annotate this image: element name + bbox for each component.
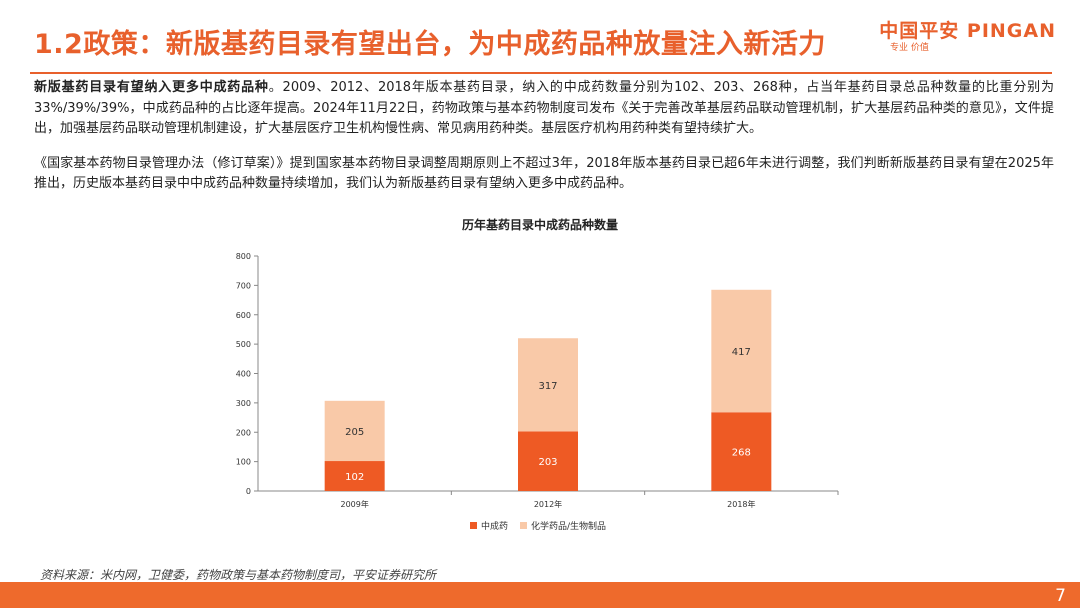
source-note: 资料来源：米内网，卫健委，药物政策与基本药物制度司，平安证券研究所 [40, 568, 437, 582]
bar-segment [711, 412, 772, 491]
y-tick-label: 100 [236, 458, 251, 467]
data-label: 268 [732, 448, 751, 459]
paragraph-1: 新版基药目录有望纳入更多中成药品种。2009、2012、2018年版本基药目录，… [34, 78, 1054, 140]
logo-text: 中国平安 PINGAN [879, 20, 1056, 42]
y-tick-label: 300 [236, 399, 251, 408]
data-label: 417 [732, 347, 751, 358]
legend-label: 中成药 [481, 520, 508, 532]
page-title: 1.2政策：新版基药目录有望出台，为中成药品种放量注入新活力 [34, 29, 826, 60]
bar-segment [518, 338, 578, 432]
data-label: 203 [538, 457, 557, 468]
paragraph-1-lead: 新版基药目录有望纳入更多中成药品种 [34, 80, 269, 95]
footer-bar: 7 [0, 582, 1080, 608]
pingan-logo: 中国平安 PINGAN 专业 价值 [876, 16, 1056, 56]
paragraph-2: 《国家基本药物目录管理办法（修订草案）》提到国家基本药物目录调整周期原则上不超过… [34, 155, 1054, 192]
title-divider [30, 72, 1052, 74]
paragraph-1-body: 。2009、2012、2018年版本基药目录，纳入的中成药数量分别为102、20… [34, 80, 1054, 136]
bar-segment [324, 461, 385, 491]
y-tick-label: 400 [236, 370, 251, 379]
legend-label: 化学药品/生物制品 [531, 520, 606, 532]
logo-subtext: 专业 价值 [890, 43, 929, 53]
y-tick-label: 600 [236, 311, 251, 320]
x-tick-label: 2018年 [727, 499, 755, 509]
page-number: 7 [1055, 586, 1066, 606]
legend-swatch [520, 522, 527, 529]
x-tick-label: 2009年 [340, 499, 368, 509]
body-text: 新版基药目录有望纳入更多中成药品种。2009、2012、2018年版本基药目录，… [34, 78, 1054, 195]
y-tick-label: 200 [236, 428, 251, 437]
bar-segment [324, 400, 385, 462]
y-tick-label: 0 [246, 487, 251, 496]
y-tick-label: 800 [236, 252, 251, 261]
bar-segment [518, 431, 578, 491]
x-tick-label: 2012年 [534, 499, 562, 509]
legend-swatch [470, 522, 477, 529]
data-label: 102 [345, 472, 364, 483]
data-label: 317 [538, 381, 557, 392]
y-tick-label: 500 [236, 340, 251, 349]
chart-title: 历年基药目录中成药品种数量 [461, 218, 618, 232]
y-tick-label: 700 [236, 281, 251, 290]
data-label: 205 [345, 427, 364, 438]
bar-segment [711, 289, 772, 413]
